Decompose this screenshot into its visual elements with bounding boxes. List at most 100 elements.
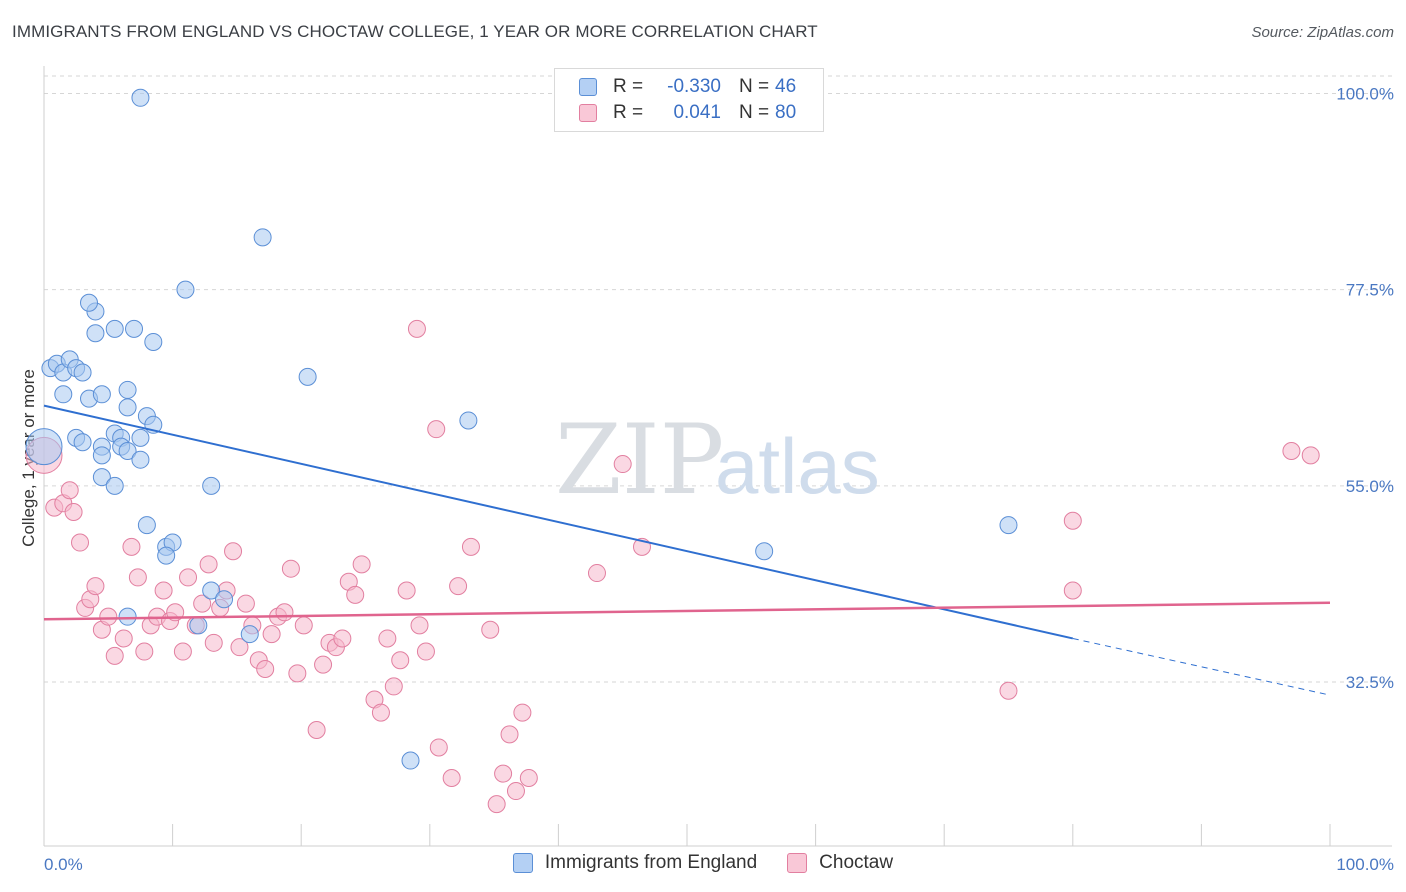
england-point[interactable]: [118, 607, 137, 626]
choctaw-point[interactable]: [173, 642, 192, 661]
england-point[interactable]: [459, 411, 478, 430]
choctaw-point[interactable]: [114, 629, 133, 648]
england-point[interactable]: [92, 468, 111, 487]
choctaw-point[interactable]: [314, 655, 333, 674]
england-point[interactable]: [73, 433, 92, 452]
england-point[interactable]: [999, 516, 1018, 535]
choctaw-point[interactable]: [262, 625, 281, 644]
england-point[interactable]: [298, 367, 317, 386]
choctaw-point[interactable]: [999, 681, 1018, 700]
england-point[interactable]: [105, 476, 124, 495]
england-point[interactable]: [118, 441, 137, 460]
england-point[interactable]: [137, 516, 156, 535]
choctaw-point[interactable]: [481, 620, 500, 639]
choctaw-point[interactable]: [333, 629, 352, 648]
choctaw-point[interactable]: [294, 616, 313, 635]
choctaw-point[interactable]: [179, 568, 198, 587]
england-point[interactable]: [86, 324, 105, 343]
y-tick-label: 77.5%: [1346, 281, 1394, 300]
england-point[interactable]: [25, 428, 63, 466]
choctaw-point[interactable]: [407, 319, 426, 338]
legend-r-label: R =: [613, 102, 644, 123]
england-point[interactable]: [755, 542, 774, 561]
choctaw-point[interactable]: [391, 651, 410, 670]
choctaw-point[interactable]: [506, 782, 525, 801]
choctaw-point[interactable]: [122, 537, 141, 556]
choctaw-point[interactable]: [587, 564, 606, 583]
england-point[interactable]: [54, 385, 73, 404]
choctaw-point[interactable]: [519, 768, 538, 787]
choctaw-point[interactable]: [135, 642, 154, 661]
england-point[interactable]: [131, 88, 150, 107]
england-point[interactable]: [118, 380, 137, 399]
england-point[interactable]: [157, 546, 176, 565]
choctaw-point[interactable]: [193, 594, 212, 613]
england-point[interactable]: [118, 398, 137, 417]
choctaw-point[interactable]: [99, 607, 118, 626]
choctaw-point[interactable]: [416, 642, 435, 661]
choctaw-point[interactable]: [442, 768, 461, 787]
choctaw-point[interactable]: [154, 581, 173, 600]
choctaw-point[interactable]: [1301, 446, 1320, 465]
choctaw-point[interactable]: [275, 603, 294, 622]
choctaw-point[interactable]: [613, 455, 632, 474]
choctaw-point[interactable]: [230, 638, 249, 657]
choctaw-point[interactable]: [86, 577, 105, 596]
choctaw-point[interactable]: [449, 577, 468, 596]
choctaw-point[interactable]: [397, 581, 416, 600]
england-point[interactable]: [176, 280, 195, 299]
choctaw-swatch-icon: [579, 104, 597, 122]
choctaw-point[interactable]: [224, 542, 243, 561]
choctaw-point[interactable]: [1063, 511, 1082, 530]
choctaw-point[interactable]: [256, 659, 275, 678]
choctaw-point[interactable]: [513, 703, 532, 722]
england-point[interactable]: [240, 625, 259, 644]
choctaw-point[interactable]: [352, 555, 371, 574]
choctaw-point[interactable]: [500, 725, 519, 744]
england-point[interactable]: [125, 319, 144, 338]
england-point[interactable]: [105, 319, 124, 338]
choctaw-point[interactable]: [487, 795, 506, 814]
choctaw-point[interactable]: [288, 664, 307, 683]
choctaw-point[interactable]: [461, 537, 480, 556]
choctaw-point[interactable]: [71, 533, 90, 552]
choctaw-point[interactable]: [378, 629, 397, 648]
england-legend-icon: [512, 853, 533, 873]
choctaw-point[interactable]: [105, 646, 124, 665]
england-point[interactable]: [92, 446, 111, 465]
england-point[interactable]: [92, 385, 111, 404]
choctaw-point[interactable]: [281, 559, 300, 578]
choctaw-point[interactable]: [307, 721, 326, 740]
england-point[interactable]: [202, 581, 221, 600]
legend-item-england[interactable]: Immigrants from England: [512, 852, 757, 874]
choctaw-point[interactable]: [60, 481, 79, 500]
choctaw-point[interactable]: [494, 764, 513, 783]
choctaw-point[interactable]: [427, 420, 446, 439]
choctaw-point[interactable]: [410, 616, 429, 635]
choctaw-point[interactable]: [204, 633, 223, 652]
choctaw-point[interactable]: [236, 594, 255, 613]
choctaw-point[interactable]: [429, 738, 448, 757]
england-point[interactable]: [131, 428, 150, 447]
england-point[interactable]: [131, 450, 150, 469]
choctaw-point[interactable]: [1282, 441, 1301, 460]
england-point[interactable]: [144, 332, 163, 351]
england-point[interactable]: [73, 363, 92, 382]
choctaw-point[interactable]: [371, 703, 390, 722]
choctaw-point[interactable]: [346, 585, 365, 604]
choctaw-point[interactable]: [128, 568, 147, 587]
gridlines: [44, 75, 1392, 683]
choctaw-point[interactable]: [199, 555, 218, 574]
england-point[interactable]: [401, 751, 420, 770]
england-point[interactable]: [253, 228, 272, 247]
england-point[interactable]: [189, 616, 208, 635]
choctaw-point[interactable]: [1063, 581, 1082, 600]
england-point[interactable]: [215, 590, 234, 609]
legend-item-choctaw[interactable]: Choctaw: [787, 852, 893, 874]
choctaw-point[interactable]: [384, 677, 403, 696]
choctaw-points: [25, 319, 1320, 814]
england-point[interactable]: [202, 476, 221, 495]
england-point[interactable]: [80, 293, 99, 312]
watermark-zip: ZIP: [555, 404, 724, 516]
choctaw-point[interactable]: [64, 503, 83, 522]
